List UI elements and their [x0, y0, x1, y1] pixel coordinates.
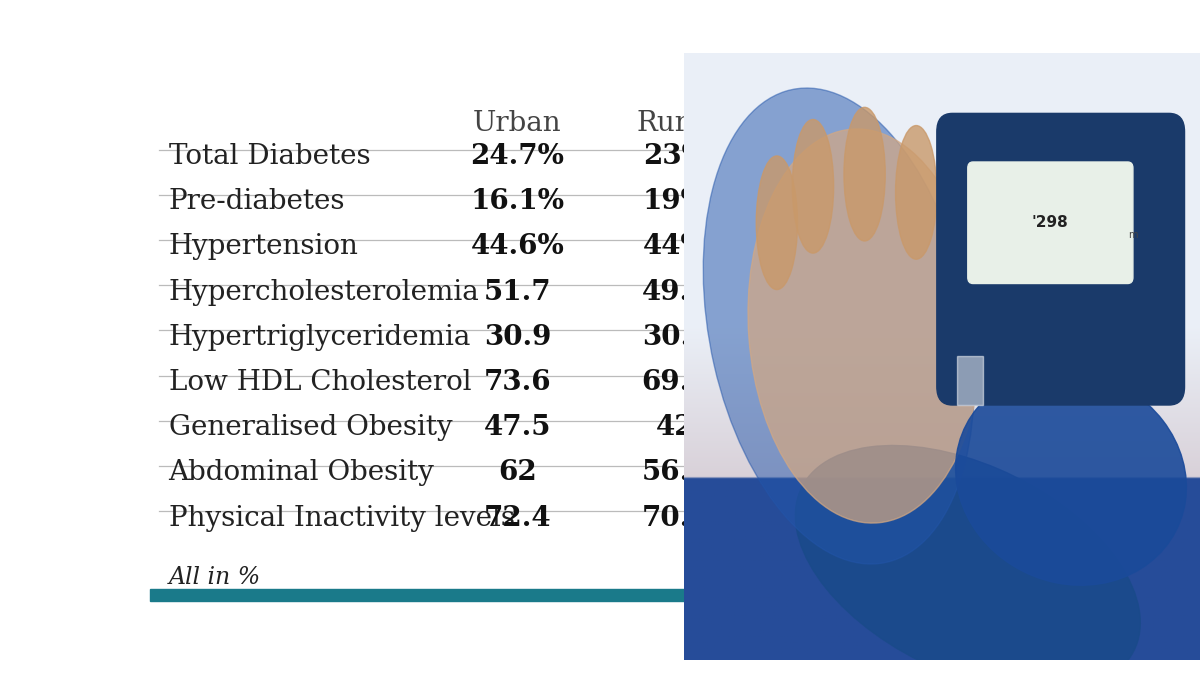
Text: 51.7: 51.7 [484, 279, 551, 306]
Text: 16.1%: 16.1% [470, 188, 564, 215]
Text: 72.4: 72.4 [484, 505, 551, 532]
Ellipse shape [756, 156, 798, 290]
Text: Low HDL Cholesterol: Low HDL Cholesterol [168, 369, 472, 396]
Text: 42: 42 [656, 414, 695, 441]
Ellipse shape [895, 126, 937, 259]
Text: 23.6%: 23.6% [768, 143, 862, 170]
Ellipse shape [796, 446, 1140, 675]
Text: '298: '298 [1032, 215, 1069, 230]
Text: 70.2: 70.2 [642, 505, 709, 532]
Text: 44.6%: 44.6% [470, 234, 564, 261]
Text: 23%: 23% [643, 143, 708, 170]
Ellipse shape [844, 107, 886, 241]
Ellipse shape [748, 129, 982, 523]
Ellipse shape [792, 119, 834, 253]
Text: 30.9: 30.9 [484, 324, 551, 351]
Text: Hypercholesterolemia: Hypercholesterolemia [168, 279, 479, 306]
Text: 56.6: 56.6 [642, 460, 709, 487]
Text: Abdominal Obesity: Abdominal Obesity [168, 460, 434, 487]
Text: 73.6: 73.6 [484, 369, 551, 396]
Bar [150, 589, 1080, 601]
Text: 24.7%: 24.7% [470, 143, 564, 170]
Text: Rural: Rural [637, 109, 714, 136]
Text: Overall: Overall [764, 109, 866, 136]
Ellipse shape [703, 88, 974, 564]
FancyBboxPatch shape [937, 113, 1184, 405]
Text: 62: 62 [498, 460, 536, 487]
Text: 44%: 44% [643, 234, 708, 261]
Bar [958, 356, 983, 405]
Text: Physical Inactivity levels: Physical Inactivity levels [168, 505, 515, 532]
Text: 49.1: 49.1 [642, 279, 709, 306]
FancyBboxPatch shape [967, 162, 1133, 284]
Text: 47.5: 47.5 [484, 414, 551, 441]
Text: 19%: 19% [643, 188, 708, 215]
Text: Hypertriglyceridemia: Hypertriglyceridemia [168, 324, 470, 351]
Text: 69.3: 69.3 [642, 369, 709, 396]
Text: Hypertension: Hypertension [168, 234, 359, 261]
Text: 44.3%: 44.3% [768, 234, 862, 261]
Text: m: m [1128, 230, 1138, 240]
Text: Generalised Obesity: Generalised Obesity [168, 414, 452, 441]
Text: 18.1%: 18.1% [768, 188, 862, 215]
Text: All in %: All in % [168, 566, 260, 589]
Ellipse shape [955, 371, 1187, 585]
Text: 30.7: 30.7 [642, 324, 709, 351]
Text: Total Diabetes: Total Diabetes [168, 143, 371, 170]
Text: Urban: Urban [473, 109, 562, 136]
Text: Pre-diabetes: Pre-diabetes [168, 188, 346, 215]
